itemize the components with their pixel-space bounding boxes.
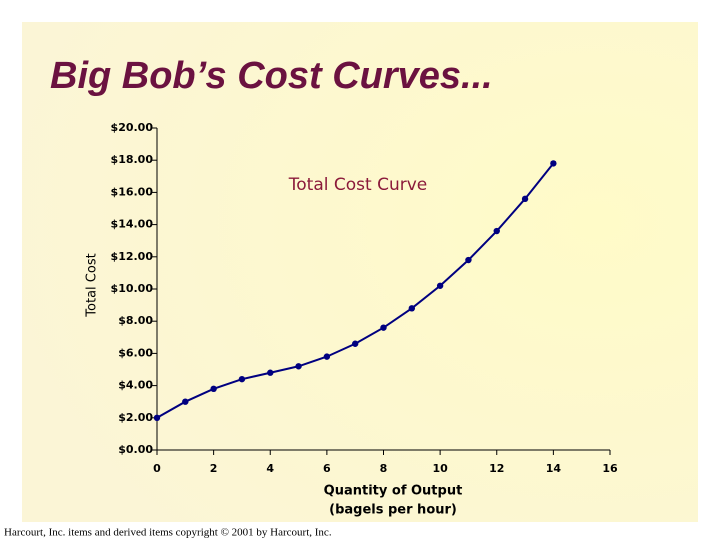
y-tick-label: $10.00 xyxy=(111,282,154,295)
y-tick-label: $16.00 xyxy=(111,185,154,198)
annotation: Total Cost Curve xyxy=(288,175,427,195)
x-axis-label: (bagels per hour) xyxy=(329,503,457,518)
y-tick-label: $12.00 xyxy=(111,250,154,263)
marker xyxy=(493,227,500,235)
marker xyxy=(267,369,274,376)
x-tick-label: 2 xyxy=(210,462,218,475)
y-tick-label: $2.00 xyxy=(118,411,153,424)
marker xyxy=(323,353,331,360)
marker xyxy=(465,256,472,264)
x-tick-label: 14 xyxy=(546,462,562,475)
marker xyxy=(436,282,444,289)
marker xyxy=(380,324,387,331)
slide-background xyxy=(22,22,698,522)
y-tick-label: $18.00 xyxy=(111,153,154,166)
footer: Harcourt, Inc. items and derived items c… xyxy=(4,527,332,539)
y-tick-label: $14.00 xyxy=(111,218,154,231)
y-axis-label: Total Cost xyxy=(85,253,100,317)
marker xyxy=(210,385,217,393)
y-tick-label: $20.00 xyxy=(111,121,154,134)
x-tick-label: 16 xyxy=(602,462,618,475)
marker xyxy=(153,414,161,421)
marker xyxy=(295,363,302,370)
x-tick-label: 4 xyxy=(266,462,274,475)
x-tick-label: 8 xyxy=(380,462,388,475)
marker xyxy=(408,305,416,312)
y-tick-label: $0.00 xyxy=(118,443,153,456)
y-tick-label: $8.00 xyxy=(118,314,153,327)
marker xyxy=(238,375,246,383)
marker xyxy=(550,160,557,167)
x-tick-label: 10 xyxy=(432,462,448,475)
slide-title: Big Bob’s Cost Curves... xyxy=(50,55,493,97)
marker xyxy=(521,195,529,203)
y-tick-label: $6.00 xyxy=(118,346,153,359)
x-axis-label: Quantity of Output xyxy=(324,484,463,499)
y-tick-label: $4.00 xyxy=(118,379,153,392)
x-tick-label: 0 xyxy=(153,462,161,475)
x-tick-label: 6 xyxy=(323,462,331,475)
x-tick-label: 12 xyxy=(489,462,504,475)
marker xyxy=(182,398,189,405)
marker xyxy=(351,340,359,347)
